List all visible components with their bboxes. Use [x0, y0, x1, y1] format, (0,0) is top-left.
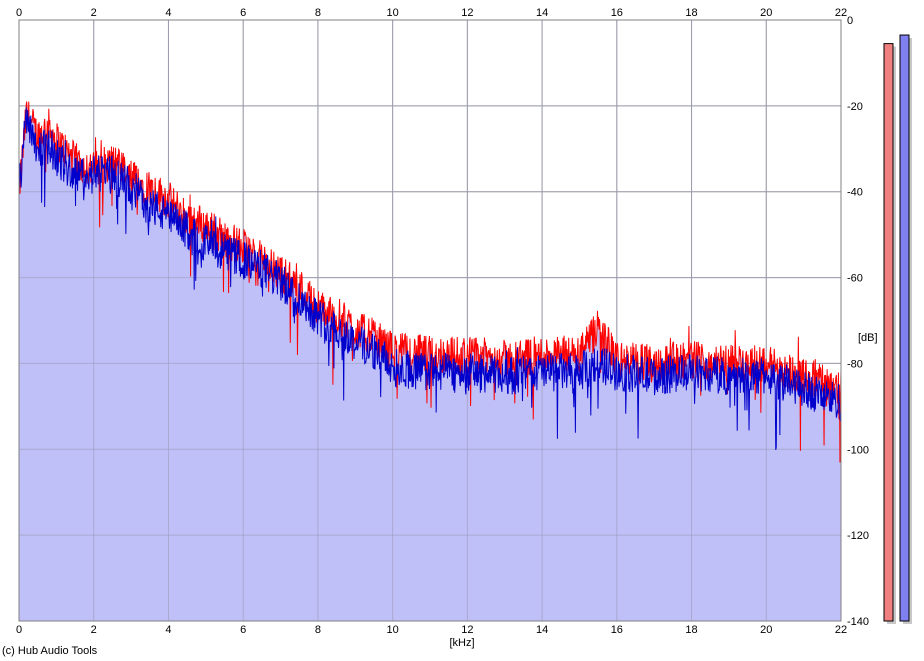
spectrum-fill	[18, 19, 842, 622]
copyright-text: (c) Hub Audio Tools	[2, 645, 98, 657]
x-tick-label-top: 14	[536, 7, 548, 19]
x-tick-label-bottom: 18	[685, 624, 697, 636]
y-tick-label: -120	[847, 530, 869, 542]
x-tick-label-top: 20	[760, 7, 772, 19]
x-tick-label-top: 12	[461, 7, 473, 19]
y-tick-label: -60	[847, 273, 863, 285]
y-tick-label: -140	[847, 616, 869, 628]
y-tick-label: -80	[847, 358, 863, 370]
plot-frame	[18, 19, 842, 622]
x-tick-label-bottom: 22	[835, 624, 847, 636]
level-meter-left	[883, 43, 894, 622]
y-tick-label: -40	[847, 187, 863, 199]
level-meters	[883, 34, 912, 624]
x-tick-label-bottom: 14	[536, 624, 548, 636]
x-tick-label-bottom: 4	[165, 624, 171, 636]
y-tick-label: 0	[847, 15, 853, 27]
x-tick-label-bottom: 6	[240, 624, 246, 636]
spectrum-area	[19, 101, 841, 621]
x-tick-label-top: 4	[165, 7, 171, 19]
x-axis-label: [kHz]	[449, 637, 474, 649]
x-tick-labels-top: 0 2 4 6 8 10 12 14 16 18 20 22	[16, 7, 847, 19]
x-tick-labels-bottom: 0 2 4 6 8 10 12 14 16 18 20 22	[16, 624, 847, 636]
x-tick-label-bottom: 2	[91, 624, 97, 636]
x-tick-label-bottom: 8	[315, 624, 321, 636]
x-tick-label-top: 8	[315, 7, 321, 19]
x-tick-label-top: 0	[16, 7, 22, 19]
x-tick-label-bottom: 10	[387, 624, 399, 636]
x-tick-label-top: 22	[835, 7, 847, 19]
series-line-blue	[18, 107, 842, 451]
y-axis-label: [dB]	[858, 332, 878, 344]
x-tick-label-bottom: 16	[611, 624, 623, 636]
y-tick-labels: 0 -20 -40 -60 -80 -100 -120 -140	[847, 15, 869, 628]
plot-border	[18, 19, 842, 622]
y-tick-label: -20	[847, 101, 863, 113]
level-meter-right	[899, 34, 910, 622]
y-tick-label: -100	[847, 444, 869, 456]
x-tick-label-top: 2	[91, 7, 97, 19]
series-lines	[18, 101, 842, 463]
x-tick-label-bottom: 20	[760, 624, 772, 636]
x-tick-label-bottom: 0	[16, 624, 22, 636]
x-tick-label-top: 6	[240, 7, 246, 19]
x-tick-label-top: 16	[611, 7, 623, 19]
x-tick-label-bottom: 12	[461, 624, 473, 636]
x-tick-label-top: 10	[387, 7, 399, 19]
x-tick-label-top: 18	[685, 7, 697, 19]
